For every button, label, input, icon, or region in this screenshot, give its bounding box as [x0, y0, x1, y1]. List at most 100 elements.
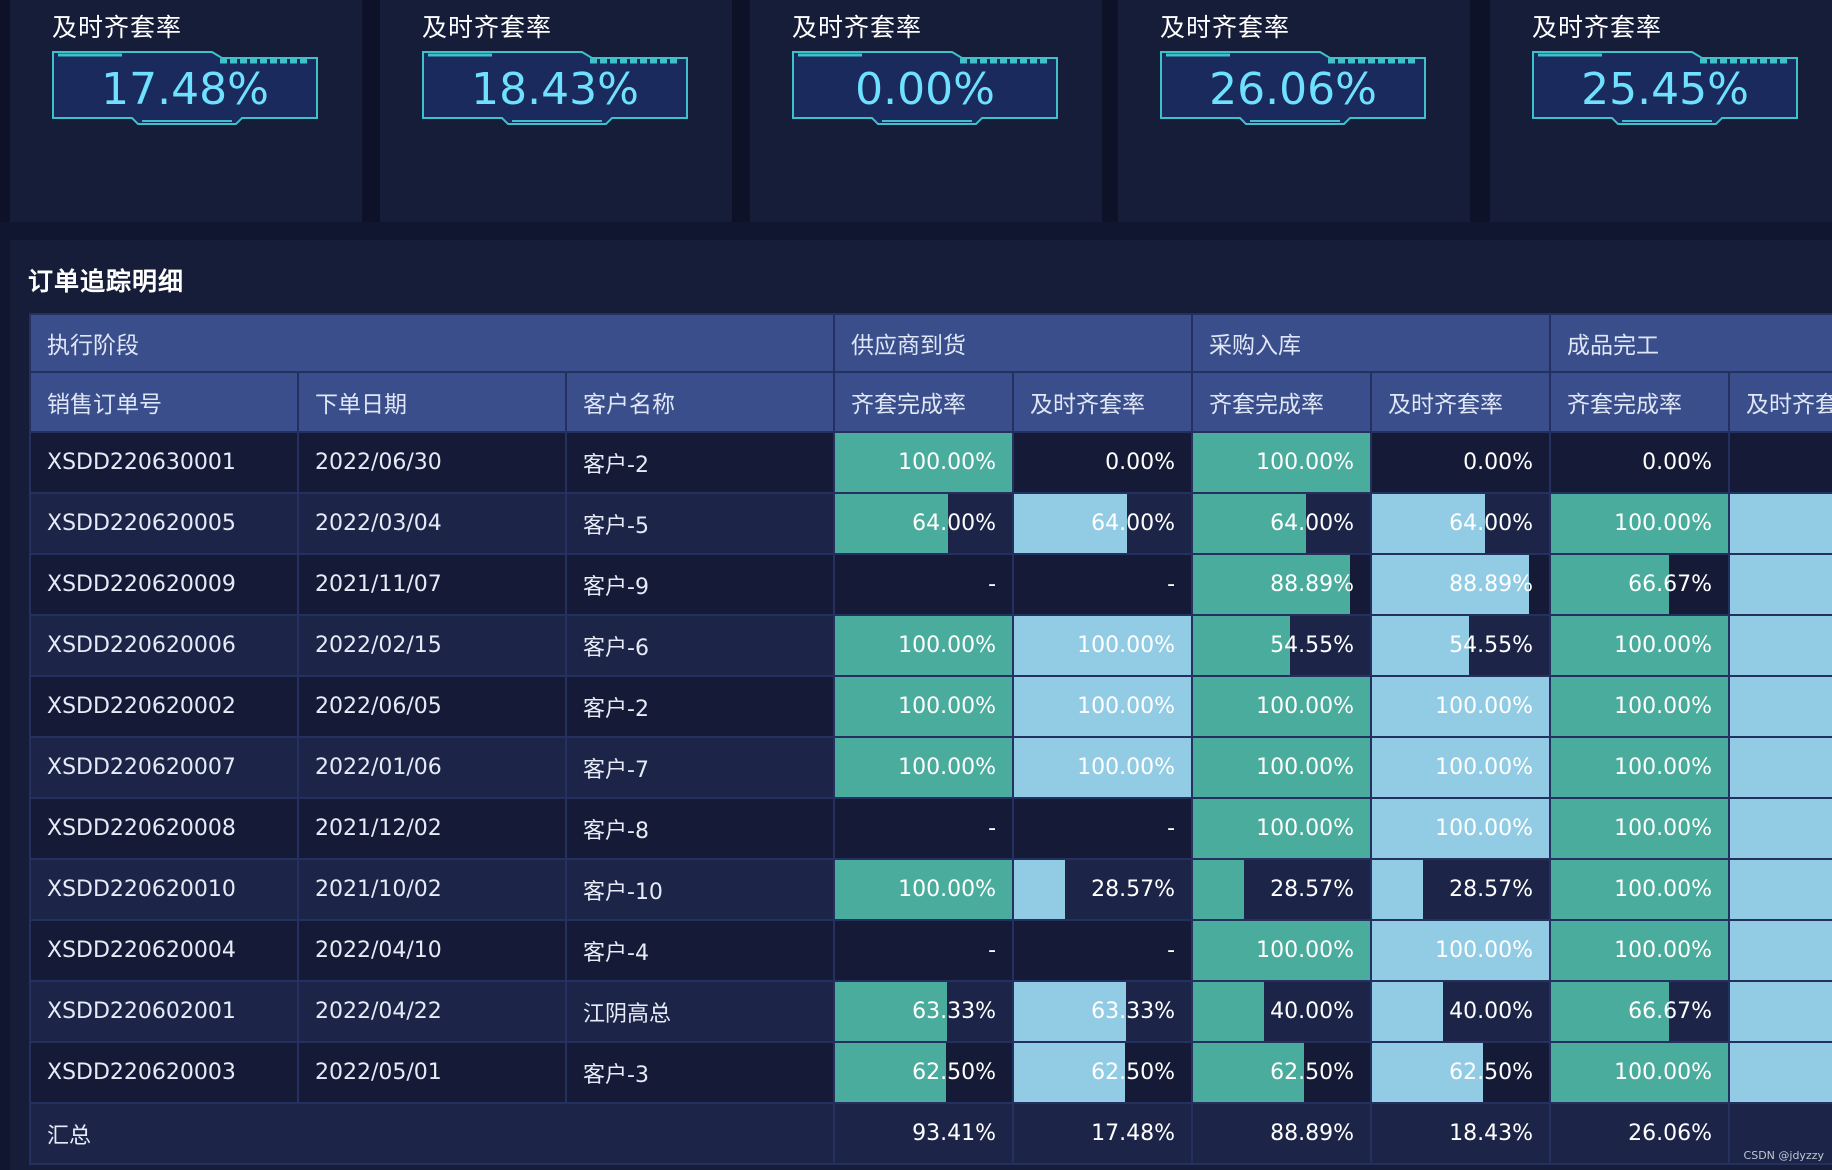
rate-value: 100.00% [1256, 938, 1355, 963]
order-number-cell: XSDD220620002 [29, 675, 299, 738]
rate-value: 63.33% [1091, 999, 1176, 1024]
completion-rate-cell: - [833, 797, 1015, 860]
kpi-title: 及时齐套率 [792, 13, 923, 42]
timely-rate-cell: 64.00% [1370, 492, 1552, 555]
timely-rate-cell: 1 [1728, 1041, 1832, 1104]
column-header[interactable]: 齐套完成率 [1191, 371, 1373, 433]
timely-rate-cell: 1 [1728, 919, 1832, 982]
order-number-cell: XSDD220620006 [29, 614, 299, 677]
rate-value: 63.33% [912, 999, 997, 1024]
table-row[interactable]: XSDD220620008 2021/12/02 客户-8 - - 100.00% 100.… [29, 797, 1832, 860]
column-header[interactable]: 齐套完成率 [1549, 371, 1731, 433]
order-date-cell: 2022/05/01 [297, 1041, 567, 1104]
timely-rate-cell: 100.00% [1012, 614, 1194, 677]
rate-bar [836, 861, 1012, 918]
column-header[interactable]: 齐套完成率 [833, 371, 1015, 433]
kpi-card: 及时齐套率 0.00% [750, 0, 1102, 222]
kpi-frame: 26.06% [1160, 48, 1426, 126]
rate-bar [1552, 800, 1728, 857]
completion-rate-cell: 100.00% [1549, 797, 1731, 860]
order-number-cell: XSDD220630001 [29, 431, 299, 494]
completion-rate-cell: 62.50% [833, 1041, 1015, 1104]
rate-value: 100.00% [1614, 877, 1713, 902]
rate-bar [1373, 983, 1443, 1040]
kpi-value: 26.06% [1209, 64, 1377, 115]
kpi-title: 及时齐套率 [52, 13, 183, 42]
column-header[interactable]: 销售订单号 [29, 371, 299, 433]
rate-bar [1731, 556, 1832, 613]
table-scroll-area[interactable]: 执行阶段 供应商到货 采购入库 成品完工 销售订单号 下单日期 客户名称 齐套完… [29, 313, 1832, 1170]
column-header[interactable]: 下单日期 [297, 371, 567, 433]
completion-rate-cell: 100.00% [1549, 614, 1731, 677]
order-date-cell: 2022/03/04 [297, 492, 567, 555]
group-header: 采购入库 [1191, 313, 1552, 373]
rate-value: - [988, 572, 997, 597]
rate-value: 100.00% [1614, 816, 1713, 841]
table-row[interactable]: XSDD220620006 2022/02/15 客户-6 100.00% 100.00… [29, 614, 1832, 677]
column-header[interactable]: 及时齐套率 [1370, 371, 1552, 433]
table-row[interactable]: XSDD220620005 2022/03/04 客户-5 64.00% 64.00% 6… [29, 492, 1832, 555]
completion-rate-cell: 100.00% [1549, 858, 1731, 921]
rate-value: 100.00% [1256, 816, 1355, 841]
rate-value: - [988, 938, 997, 963]
completion-rate-cell: 100.00% [833, 431, 1015, 494]
rate-bar [1373, 800, 1549, 857]
table-row[interactable]: XSDD220620002 2022/06/05 客户-2 100.00% 100.00… [29, 675, 1832, 738]
completion-rate-cell: 100.00% [833, 614, 1015, 677]
rate-bar [836, 739, 1012, 796]
order-date-cell: 2021/10/02 [297, 858, 567, 921]
rate-value: 40.00% [1270, 999, 1355, 1024]
column-header[interactable]: 客户名称 [564, 371, 836, 433]
table-row[interactable]: XSDD220620010 2021/10/02 客户-10 100.00% 28.57… [29, 858, 1832, 921]
order-number-cell: XSDD220620009 [29, 553, 299, 616]
customer-cell: 客户-9 [564, 553, 836, 616]
column-header-row: 销售订单号 下单日期 客户名称 齐套完成率 及时齐套率 齐套完成率 及时齐套率 … [29, 371, 1832, 433]
rate-bar [1194, 922, 1370, 979]
rate-bar [836, 434, 1012, 491]
column-header[interactable]: 及时齐套率 [1012, 371, 1194, 433]
table-row[interactable]: XSDD220630001 2022/06/30 客户-2 100.00% 0.00% 1… [29, 431, 1832, 494]
customer-cell: 客户-8 [564, 797, 836, 860]
rate-value: 62.50% [1091, 1060, 1176, 1085]
customer-cell: 客户-3 [564, 1041, 836, 1104]
order-number-cell: XSDD220620005 [29, 492, 299, 555]
table-row[interactable]: XSDD220620003 2022/05/01 客户-3 62.50% 62.50% 6… [29, 1041, 1832, 1104]
rate-value: 0.00% [1642, 450, 1713, 475]
order-number-cell: XSDD220620010 [29, 858, 299, 921]
customer-cell: 客户-5 [564, 492, 836, 555]
rate-value: 100.00% [1077, 755, 1176, 780]
table-row[interactable]: XSDD220620007 2022/01/06 客户-7 100.00% 100.00… [29, 736, 1832, 799]
table-row[interactable]: XSDD220620009 2021/11/07 客户-9 - - 88.89% 88.89… [29, 553, 1832, 616]
rate-value: 64.00% [912, 511, 997, 536]
rate-value: 66.67% [1628, 572, 1713, 597]
rate-bar [1731, 983, 1832, 1040]
rate-value: 64.00% [1449, 511, 1534, 536]
rate-bar [1552, 983, 1670, 1040]
order-number-cell: XSDD220620008 [29, 797, 299, 860]
completion-rate-cell: 100.00% [1549, 675, 1731, 738]
order-date-cell: 2021/11/07 [297, 553, 567, 616]
table-row[interactable]: XSDD220620004 2022/04/10 客户-4 - - 100.00% 100.… [29, 919, 1832, 982]
rate-bar [1015, 861, 1065, 918]
rate-value: 100.00% [1256, 694, 1355, 719]
rate-value: 0.00% [1105, 450, 1176, 475]
rate-value: - [1167, 572, 1176, 597]
rate-bar [836, 678, 1012, 735]
completion-rate-cell: 100.00% [1549, 492, 1731, 555]
timely-rate-cell: 28.57% [1012, 858, 1194, 921]
customer-cell: 江阴高总 [564, 980, 836, 1043]
kpi-row: 及时齐套率 17.48% 及时齐套率 18.43% 及时齐套率 0.00% 及时… [0, 0, 1832, 222]
order-number-cell: XSDD220620004 [29, 919, 299, 982]
timely-rate-cell: 1 [1728, 492, 1832, 555]
table-row[interactable]: XSDD220602001 2022/04/22 江阴高总 63.33% 63.33% 4… [29, 980, 1832, 1043]
rate-value: 100.00% [898, 450, 997, 475]
column-header[interactable]: 及时齐套率 [1728, 371, 1832, 433]
timely-rate-cell: 100.00% [1370, 675, 1552, 738]
rate-bar [1731, 1044, 1832, 1101]
summary-value: 26.06% [1549, 1102, 1731, 1165]
timely-rate-cell: 1 [1728, 797, 1832, 860]
rate-bar [1373, 556, 1530, 613]
timely-rate-cell: - [1012, 919, 1194, 982]
rate-bar [1373, 922, 1549, 979]
rate-bar [1552, 617, 1728, 674]
